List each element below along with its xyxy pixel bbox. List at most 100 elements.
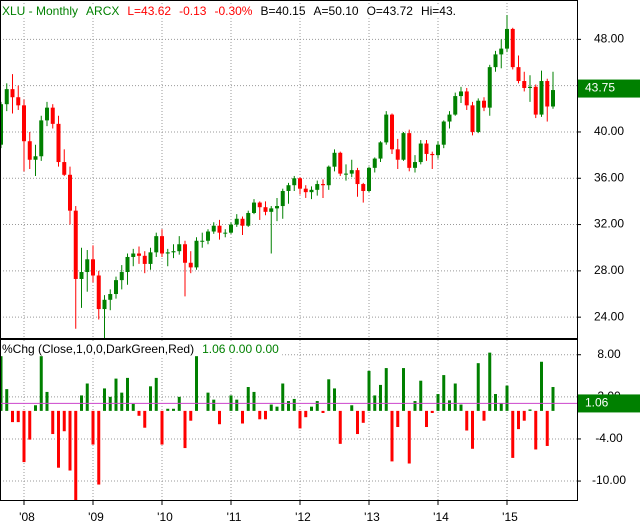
bar (189, 410, 193, 421)
candle-body (194, 240, 199, 268)
candle-body (252, 202, 256, 213)
bar (511, 410, 515, 458)
candle-body (206, 231, 210, 241)
bar (482, 410, 486, 421)
candle-body (476, 100, 481, 132)
candle-body (545, 81, 550, 107)
bar (350, 405, 354, 411)
header-item: -0.30% (214, 4, 252, 18)
bar (241, 410, 244, 424)
candle-body (447, 114, 452, 122)
y-tick-label: 28.00 (594, 263, 624, 277)
candle-body (464, 91, 469, 106)
x-tick-label: '09 (88, 510, 104, 524)
x-tick-label: '13 (364, 510, 380, 524)
y-tick-label: -10.00 (592, 473, 626, 487)
candle-body (45, 107, 49, 121)
bar (499, 403, 503, 411)
bar (85, 383, 89, 411)
candle-body (177, 244, 182, 252)
header-item: ARCX (86, 4, 119, 18)
candle-body (188, 262, 193, 268)
bar (356, 410, 359, 435)
bar (379, 384, 382, 411)
bar (246, 387, 250, 411)
candle-body (246, 212, 251, 226)
candle-body (160, 236, 164, 254)
bar (131, 403, 135, 411)
candle-body (165, 252, 170, 254)
candle-body (418, 143, 423, 163)
bar (522, 410, 526, 421)
candle-body (453, 96, 458, 115)
candle-body (539, 81, 544, 115)
header-item: -0.13 (179, 4, 207, 18)
bar (252, 391, 256, 411)
bar (310, 406, 313, 411)
candle-body (361, 184, 366, 191)
bar (459, 404, 463, 411)
candle-body (114, 280, 118, 295)
bar (494, 394, 497, 411)
candle-body (137, 253, 141, 256)
candle-body (22, 105, 26, 142)
bar (264, 410, 267, 420)
candle-body (148, 252, 153, 264)
candle-body (68, 174, 72, 211)
candle-body (487, 67, 492, 108)
bar (195, 354, 198, 411)
bar (183, 410, 187, 449)
candle-body (516, 67, 521, 82)
bar (39, 353, 43, 411)
candle-body (326, 166, 331, 186)
bar (298, 410, 302, 429)
bar (62, 410, 66, 432)
candle-body (200, 240, 205, 242)
candle-body (430, 153, 435, 156)
bar (407, 410, 411, 464)
candle-body (499, 48, 504, 55)
candle-body (470, 105, 475, 132)
bar (419, 380, 423, 411)
candle-body (229, 224, 233, 233)
candle-body (436, 144, 440, 156)
bar (57, 410, 60, 468)
candle-body (154, 236, 159, 253)
bar (91, 410, 95, 445)
candle-body (183, 244, 187, 263)
candle-body (355, 170, 360, 185)
bar (327, 379, 331, 411)
candle-body (315, 184, 320, 190)
candle-body (119, 272, 124, 281)
bar (281, 383, 285, 411)
candle-body (505, 28, 509, 49)
candle-body (332, 152, 337, 167)
bar (517, 410, 520, 430)
bar (22, 410, 26, 463)
bar (34, 405, 37, 411)
candle-body (367, 167, 371, 191)
bar (166, 408, 170, 411)
bar (402, 368, 405, 411)
bar (97, 410, 101, 485)
candle-body (551, 90, 555, 107)
bar (16, 410, 20, 423)
y-tick-label: 24.00 (594, 309, 624, 323)
candle-body (73, 210, 78, 279)
bar (413, 401, 417, 411)
header-item: O=43.72 (367, 4, 414, 18)
y-tick-label: 48.00 (594, 32, 624, 46)
candle-body (96, 275, 101, 310)
bar (390, 410, 394, 462)
candle-body (286, 185, 291, 191)
candle-body (4, 89, 9, 105)
bar (120, 392, 124, 411)
bar (436, 394, 440, 411)
candle-body (102, 299, 107, 310)
candle-body (223, 232, 228, 234)
bar (137, 410, 141, 416)
header-background (1, 4, 459, 19)
x-tick-label: '10 (157, 510, 173, 524)
bar (206, 392, 210, 411)
